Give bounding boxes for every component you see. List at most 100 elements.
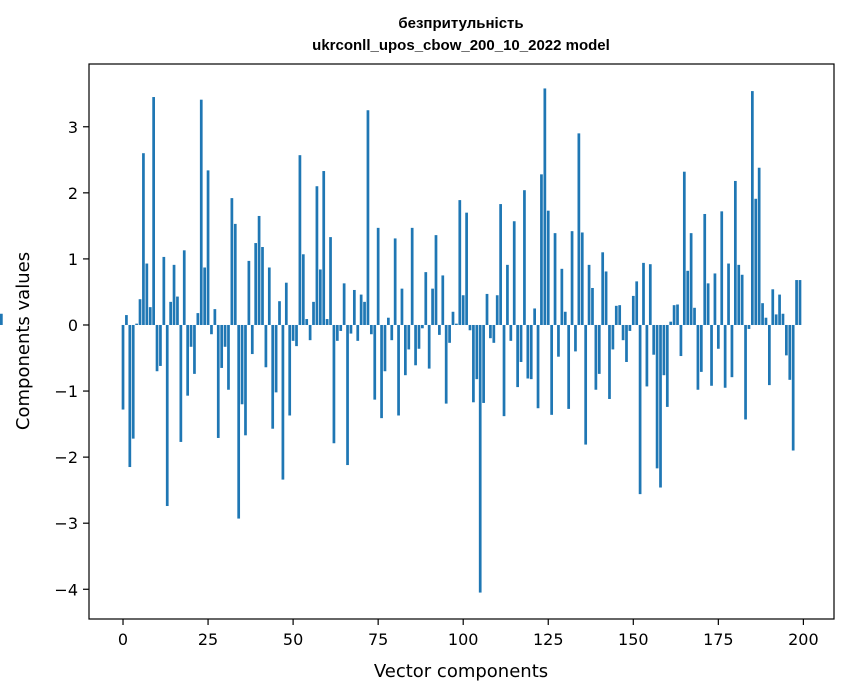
bar-55: [308, 324, 312, 341]
bar-52: [298, 155, 302, 325]
bar-61: [329, 237, 332, 325]
bar-64: [339, 324, 343, 331]
bar-44: [271, 324, 275, 429]
bar-159: [662, 324, 666, 376]
bar-116: [516, 324, 519, 388]
bar-124: [543, 88, 547, 325]
bar-174: [713, 273, 717, 325]
bar-194: [781, 313, 785, 325]
bar-88: [421, 324, 424, 329]
bar-121: [533, 308, 536, 325]
bar-195: [785, 324, 788, 356]
bar-176: [720, 211, 724, 325]
x-tick-label: 125: [533, 630, 564, 649]
bar-51: [295, 324, 298, 347]
bar-53: [301, 254, 305, 325]
bar-112: [502, 324, 506, 417]
bar-68: [352, 289, 356, 325]
bar-91: [431, 288, 434, 325]
bar-5: [138, 299, 142, 325]
bar-70: [359, 294, 363, 325]
bar-63: [335, 324, 339, 341]
bar-167: [689, 233, 693, 325]
bar-28: [216, 324, 220, 438]
bar-141: [601, 252, 605, 325]
bar-38: [250, 324, 254, 355]
bar-183: [744, 324, 747, 420]
bar-86: [414, 324, 417, 366]
bar-127: [553, 233, 557, 325]
bar-59: [322, 171, 326, 325]
bar-60: [325, 319, 329, 325]
bar-92: [434, 235, 438, 325]
bar-3: [131, 324, 135, 439]
bar-23: [199, 99, 203, 325]
bar-158: [659, 324, 662, 488]
bar-22: [196, 313, 200, 325]
bar-156: [652, 324, 656, 355]
bar-182: [740, 274, 744, 325]
bar-25: [206, 170, 210, 325]
y-tick-label: −3: [54, 514, 78, 533]
bar-152: [638, 324, 642, 495]
bar-34: [237, 324, 241, 519]
bar-128: [557, 324, 560, 357]
bar-85: [410, 227, 414, 325]
bar-136: [584, 324, 588, 445]
bar-131: [567, 324, 571, 409]
bar-undefined: [0, 313, 3, 325]
bar-120: [529, 324, 533, 380]
y-tick-label: 0: [68, 316, 78, 335]
x-tick-label: 0: [118, 630, 128, 649]
bar-179: [730, 324, 734, 378]
bar-137: [587, 264, 591, 325]
x-tick-label: 175: [703, 630, 734, 649]
bar-180: [733, 180, 737, 325]
bar-2: [128, 324, 132, 468]
bar-123: [540, 174, 543, 325]
bar-39: [254, 243, 258, 325]
bar-73: [369, 324, 373, 335]
bar-125: [546, 210, 550, 325]
bar-87: [417, 324, 421, 349]
bar-150: [631, 295, 635, 325]
bar-99: [458, 200, 462, 325]
bar-126: [550, 324, 554, 415]
x-tick-label: 50: [283, 630, 303, 649]
bar-164: [679, 324, 683, 357]
bar-82: [400, 288, 404, 325]
bar-16: [176, 296, 179, 325]
bar-65: [342, 283, 346, 325]
bar-119: [526, 324, 530, 379]
bar-97: [451, 311, 455, 325]
bar-110: [495, 295, 499, 325]
bar-109: [492, 324, 496, 343]
bar-146: [618, 305, 622, 325]
y-axis-label: Components values: [13, 252, 34, 430]
x-axis-label: Vector components: [374, 661, 548, 682]
bar-108: [489, 324, 492, 339]
bar-78: [387, 317, 390, 325]
bar-93: [438, 324, 441, 335]
bar-122: [536, 324, 540, 409]
bar-132: [570, 231, 574, 325]
plot-frame: [88, 63, 835, 620]
bar-115: [512, 221, 516, 325]
bar-35: [240, 324, 244, 405]
bar-138: [591, 287, 594, 325]
bar-165: [682, 171, 686, 325]
bar-77: [383, 324, 387, 372]
bar-1: [125, 315, 128, 325]
y-tick-label: −4: [54, 580, 78, 599]
x-tick-label: 75: [368, 630, 388, 649]
bar-27: [213, 309, 217, 325]
bar-178: [727, 263, 730, 325]
bar-19: [186, 324, 190, 396]
bar-71: [363, 301, 366, 325]
chart-title: безпритульність: [398, 15, 523, 32]
bar-144: [611, 324, 615, 350]
bar-161: [669, 321, 673, 325]
bar-169: [696, 324, 700, 390]
chart-subtitle: ukrconll_upos_cbow_200_10_2022 model: [312, 37, 610, 54]
